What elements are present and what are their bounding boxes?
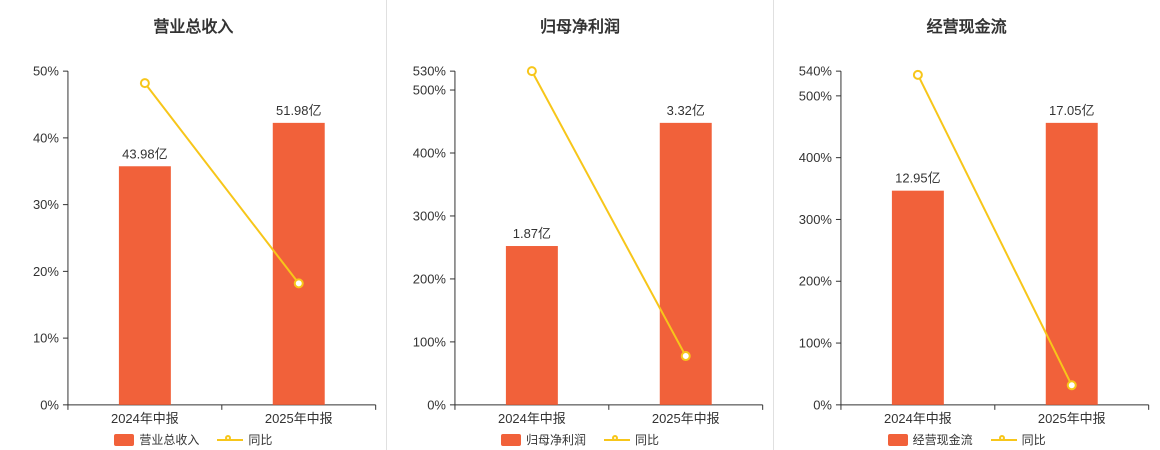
x-category-label: 2024年中报 bbox=[498, 411, 566, 426]
bar-value-label: 12.95亿 bbox=[896, 171, 941, 186]
yoy-line bbox=[530, 70, 687, 357]
legend-label: 经营现金流 bbox=[912, 433, 973, 447]
y-tick-label: 500% bbox=[412, 83, 446, 98]
legend-label: 同比 bbox=[635, 433, 660, 447]
bar bbox=[505, 246, 558, 405]
y-tick-label: 400% bbox=[799, 150, 833, 165]
chart-canvas: 0% 10% 20% 30% 40% 50% 43.98亿 51.98亿 2024年中报 2025… bbox=[33, 64, 377, 426]
bar-value-label: 3.32亿 bbox=[666, 103, 704, 118]
legend-item-line-series[interactable]: 同比 bbox=[604, 431, 659, 448]
chart-legend-net-profit: 归母净利润 同比 bbox=[387, 429, 774, 450]
panel-cash-flow: 经营现金流 0% 100% 200% 300% 400% 500% 540% 12.95亿 17… bbox=[773, 0, 1160, 450]
y-tick-label: 0% bbox=[814, 397, 833, 412]
x-category-label: 2024年中报 bbox=[884, 411, 952, 426]
chart-canvas: 0% 100% 200% 300% 400% 500% 540% 12.95亿 17.05亿 20… bbox=[799, 64, 1150, 426]
legend-item-bar-series[interactable]: 营业总收入 bbox=[114, 431, 199, 448]
y-tick-label: 0% bbox=[40, 397, 59, 412]
panel-divider bbox=[773, 0, 774, 450]
chart-title-revenue: 营业总收入 bbox=[153, 19, 234, 36]
x-category-label: 2024年中报 bbox=[111, 411, 179, 426]
legend-item-bar-series[interactable]: 归母净利润 bbox=[500, 431, 586, 448]
y-tick-label: 100% bbox=[412, 334, 446, 349]
chart-title-net-profit: 归母净利润 bbox=[540, 19, 621, 36]
y-tick-label: 300% bbox=[412, 208, 446, 223]
bar bbox=[272, 122, 325, 405]
yoy-line-marker bbox=[913, 69, 924, 80]
legend-label: 同比 bbox=[248, 433, 273, 447]
panel-revenue: 营业总收入 0% 10% 20% 30% 40% 50% 43.98亿 51.98亿 2024年… bbox=[0, 0, 387, 450]
bar-swatch-icon bbox=[887, 433, 908, 446]
chart-canvas: 0% 100% 200% 300% 400% 500% 530% 1.87亿 3.32亿 2024… bbox=[412, 64, 763, 426]
y-tick-label: 400% bbox=[412, 145, 446, 160]
y-tick-label: 0% bbox=[427, 397, 446, 412]
line-marker-swatch-icon bbox=[217, 434, 244, 441]
panel-net-profit: 归母净利润 0% 100% 200% 300% 400% 500% 530% 1.87亿 3.3… bbox=[387, 0, 774, 450]
y-tick-label: 300% bbox=[799, 212, 833, 227]
legend-item-bar-series[interactable]: 经营现金流 bbox=[887, 431, 973, 448]
chart-legend-revenue: 营业总收入 同比 bbox=[0, 429, 387, 450]
bar bbox=[118, 166, 171, 405]
bar-swatch-icon bbox=[500, 433, 521, 446]
y-tick-label: 20% bbox=[33, 264, 59, 279]
yoy-line bbox=[917, 74, 1073, 386]
cash-flow-chart: 0% 100% 200% 300% 400% 500% 540% 12.95亿 17.05亿 20… bbox=[773, 37, 1160, 429]
y-tick-label: 40% bbox=[33, 130, 59, 145]
yoy-line-marker bbox=[139, 78, 150, 89]
bar-value-label: 43.98亿 bbox=[122, 146, 167, 161]
net-profit-chart: 0% 100% 200% 300% 400% 500% 530% 1.87亿 3.32亿 2024… bbox=[387, 37, 774, 429]
y-tick-label: 200% bbox=[799, 274, 833, 289]
bar bbox=[1046, 122, 1099, 405]
line-marker-swatch-icon bbox=[990, 434, 1017, 441]
y-tick-label: 50% bbox=[33, 64, 59, 79]
yoy-line-marker bbox=[526, 66, 537, 77]
bar-value-label: 51.98亿 bbox=[276, 103, 321, 118]
y-tick-label: 530% bbox=[412, 64, 446, 79]
line-marker-swatch-icon bbox=[604, 434, 630, 441]
yoy-line-marker bbox=[1067, 380, 1078, 391]
x-category-label: 2025年中报 bbox=[652, 411, 720, 426]
y-tick-label: 200% bbox=[412, 271, 446, 286]
legend-item-line-series[interactable]: 同比 bbox=[217, 431, 272, 448]
yoy-line-marker bbox=[680, 351, 691, 362]
bar-value-label: 1.87亿 bbox=[512, 226, 550, 241]
x-category-label: 2025年中报 bbox=[265, 411, 333, 426]
y-tick-label: 540% bbox=[799, 64, 833, 79]
x-category-label: 2025年中报 bbox=[1038, 411, 1106, 426]
y-tick-label: 10% bbox=[33, 331, 59, 346]
yoy-line-marker bbox=[293, 278, 304, 289]
legend-label: 营业总收入 bbox=[139, 433, 200, 447]
revenue-chart: 0% 10% 20% 30% 40% 50% 43.98亿 51.98亿 2024年中报 2025… bbox=[0, 37, 387, 429]
panel-divider bbox=[386, 0, 387, 450]
bar-swatch-icon bbox=[114, 433, 135, 446]
chart-legend-cash-flow: 经营现金流 同比 bbox=[773, 429, 1160, 450]
y-tick-label: 500% bbox=[799, 88, 833, 103]
y-tick-label: 100% bbox=[799, 336, 833, 351]
bar-value-label: 17.05亿 bbox=[1049, 103, 1094, 118]
y-tick-label: 30% bbox=[33, 197, 59, 212]
yoy-line bbox=[144, 82, 300, 284]
bar bbox=[892, 190, 945, 405]
bar bbox=[659, 122, 712, 405]
legend-label: 归母净利润 bbox=[525, 433, 586, 447]
legend-label: 同比 bbox=[1021, 433, 1046, 447]
legend-item-line-series[interactable]: 同比 bbox=[990, 431, 1046, 448]
chart-title-cash-flow: 经营现金流 bbox=[926, 19, 1007, 36]
